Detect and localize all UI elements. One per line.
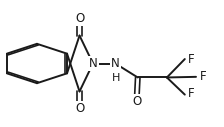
Text: O: O — [132, 95, 141, 108]
Text: N: N — [88, 57, 97, 70]
Text: H: H — [112, 73, 121, 83]
Text: F: F — [188, 53, 195, 66]
Text: N: N — [111, 57, 120, 70]
Text: O: O — [75, 102, 84, 115]
Text: F: F — [200, 70, 207, 83]
Text: O: O — [75, 12, 84, 25]
Text: F: F — [188, 88, 195, 100]
